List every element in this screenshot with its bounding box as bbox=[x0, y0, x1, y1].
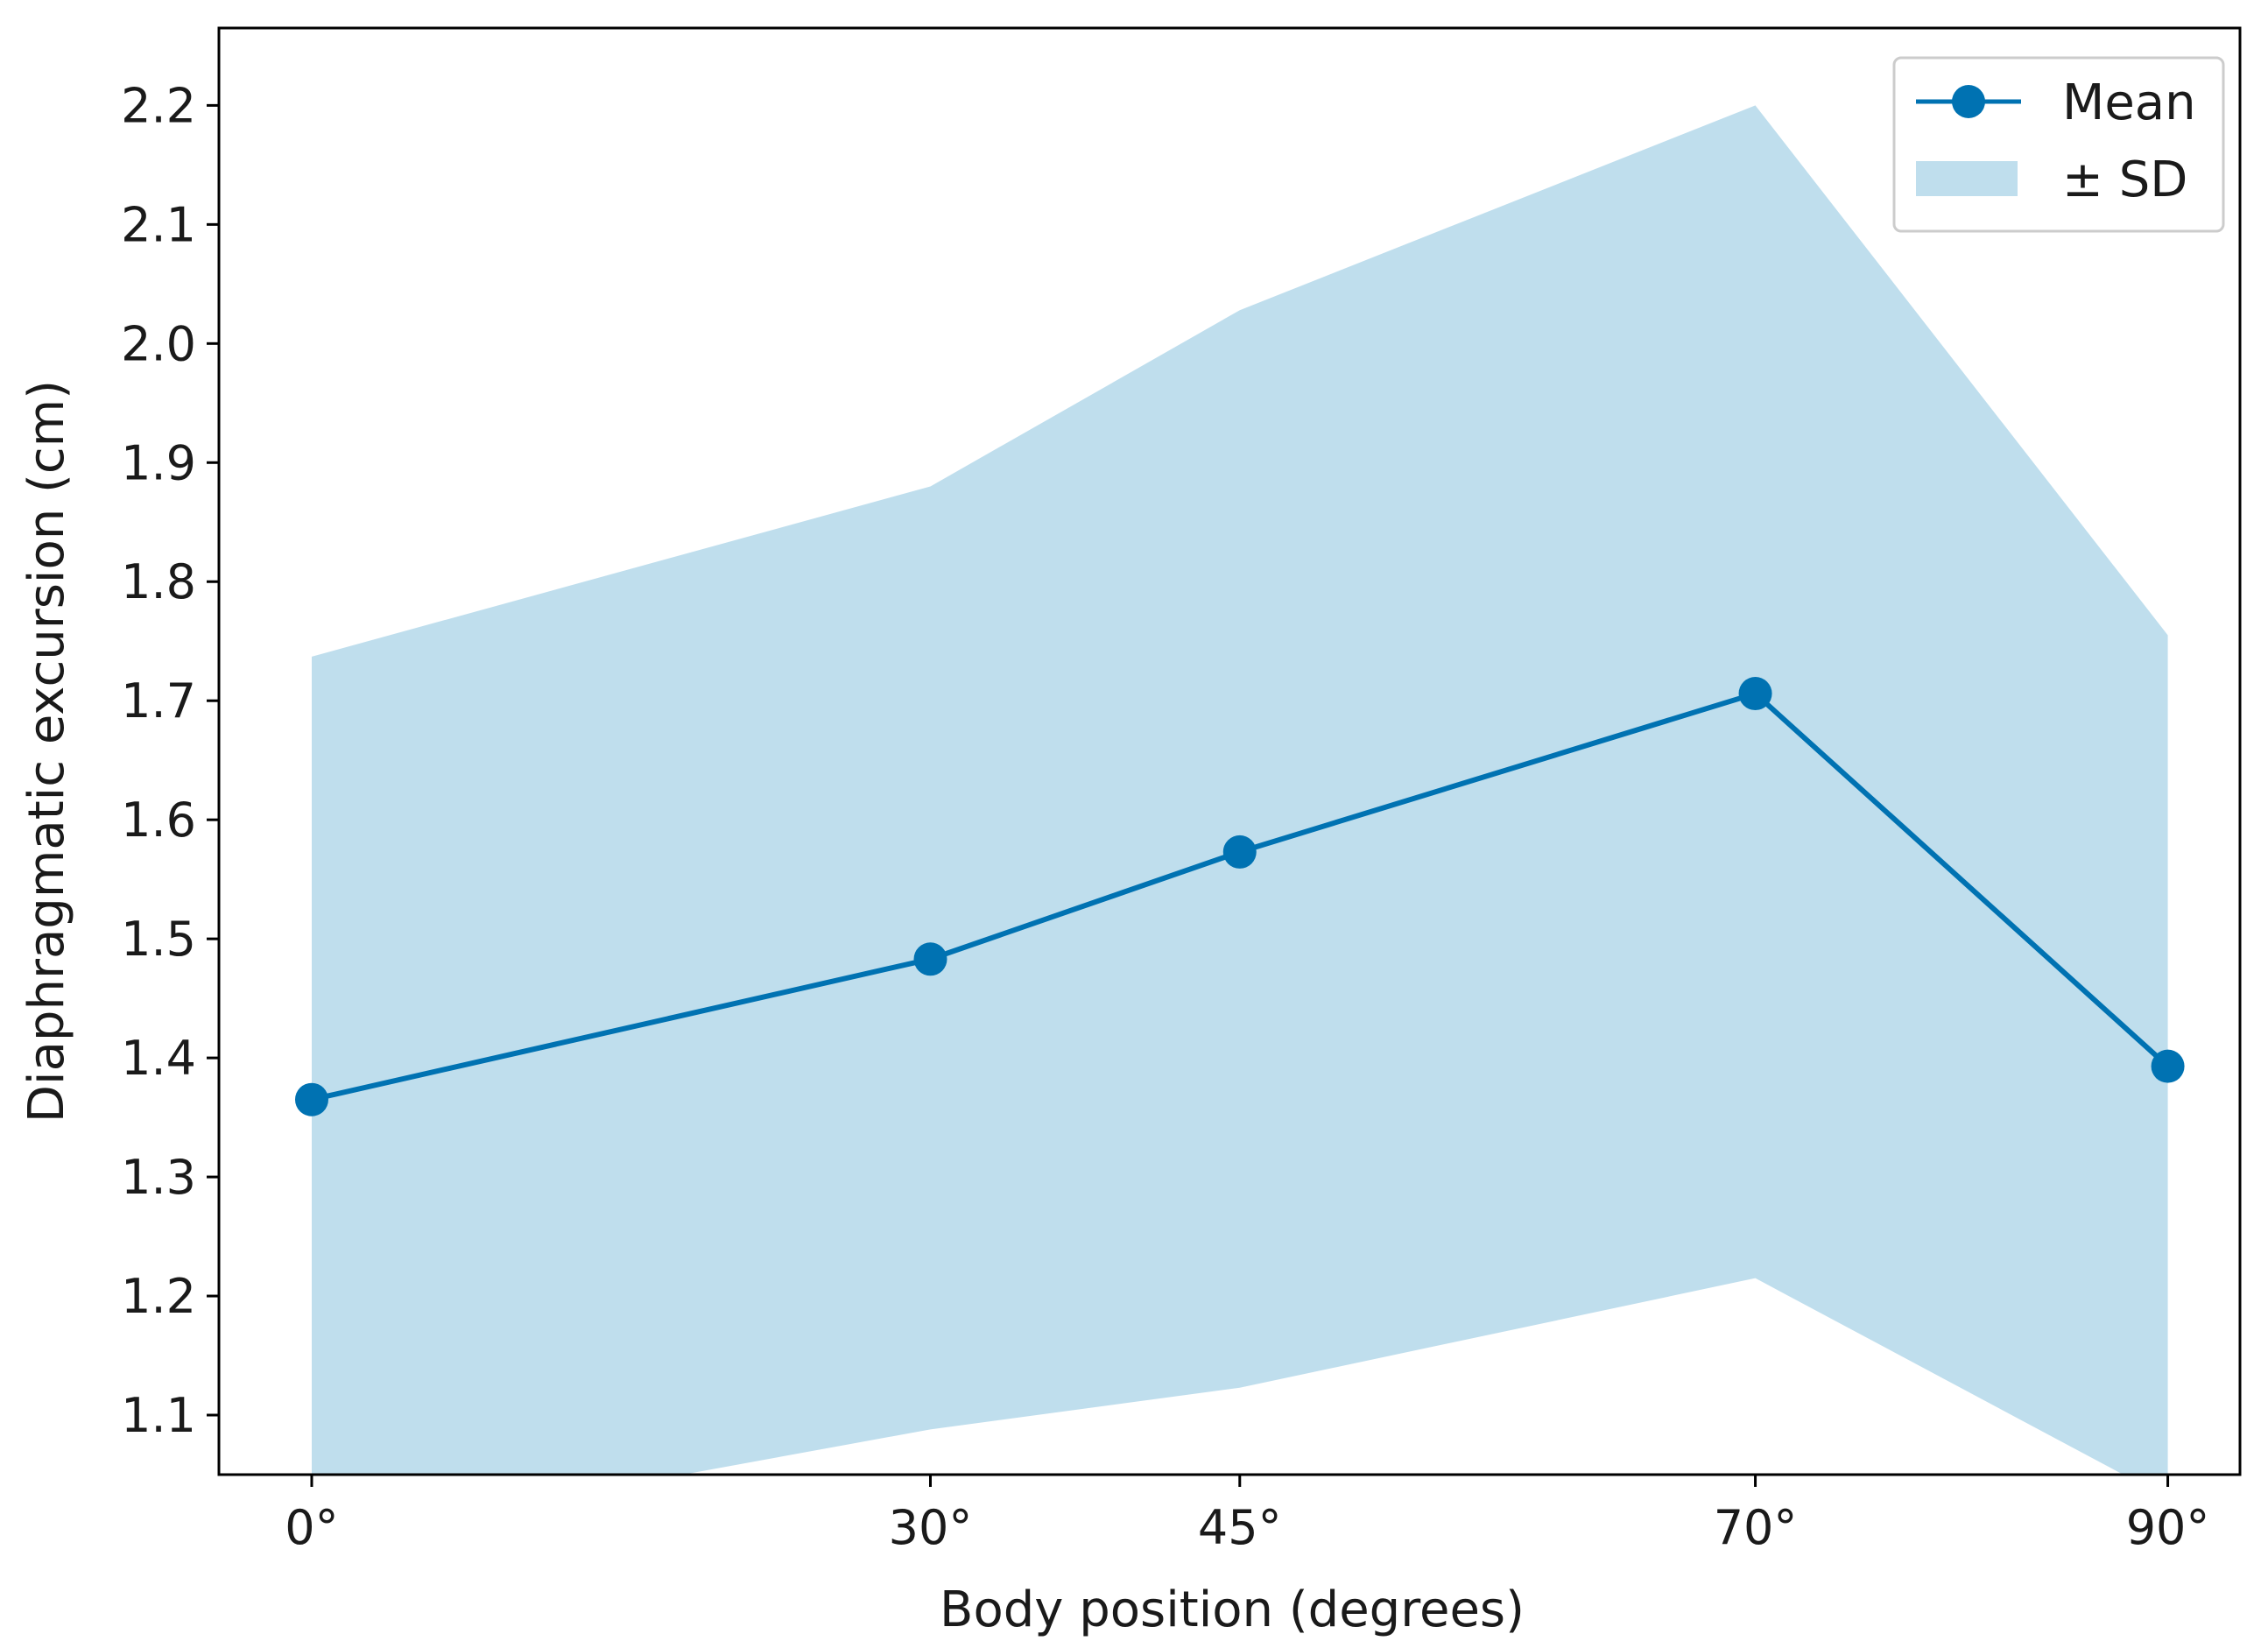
mean-point bbox=[294, 1082, 328, 1116]
sd-band bbox=[311, 105, 2168, 1475]
x-tick-label: 0° bbox=[285, 1500, 338, 1555]
plot-frame bbox=[217, 26, 2242, 1476]
x-tick-label: 45° bbox=[1198, 1500, 1282, 1555]
x-tick-label: 70° bbox=[1714, 1500, 1798, 1555]
mean-point bbox=[2151, 1049, 2185, 1083]
mean-point bbox=[1222, 835, 1257, 869]
y-tick-label: 1.8 bbox=[121, 554, 196, 609]
y-tick-label: 1.9 bbox=[121, 435, 196, 490]
x-tick-label: 90° bbox=[2126, 1500, 2210, 1555]
y-tick-label: 1.4 bbox=[121, 1031, 196, 1086]
y-tick-label: 2.0 bbox=[121, 316, 196, 371]
y-tick-label: 2.1 bbox=[121, 197, 196, 252]
y-tick-label: 1.7 bbox=[121, 673, 196, 729]
y-tick-label: 1.6 bbox=[121, 792, 196, 848]
mean-point bbox=[913, 942, 947, 976]
legend: Mean ± SD bbox=[1892, 56, 2225, 233]
y-tick-label: 1.1 bbox=[121, 1388, 196, 1443]
x-axis-label: Body position (degrees) bbox=[940, 1581, 1525, 1638]
legend-sd-label: ± SD bbox=[2062, 151, 2187, 208]
mean-point bbox=[1738, 677, 1772, 711]
legend-sd-swatch bbox=[1916, 161, 2018, 196]
legend-mean-label: Mean bbox=[2062, 74, 2196, 131]
y-tick-label: 1.5 bbox=[121, 912, 196, 967]
legend-mean-marker-swatch bbox=[1952, 85, 1985, 118]
y-tick-label: 1.3 bbox=[121, 1150, 196, 1205]
y-tick-label: 1.2 bbox=[121, 1269, 196, 1324]
x-tick-label: 30° bbox=[889, 1500, 973, 1555]
y-tick-label: 2.2 bbox=[121, 78, 196, 133]
y-axis-label: Diaphragmatic excursion (cm) bbox=[18, 380, 75, 1123]
